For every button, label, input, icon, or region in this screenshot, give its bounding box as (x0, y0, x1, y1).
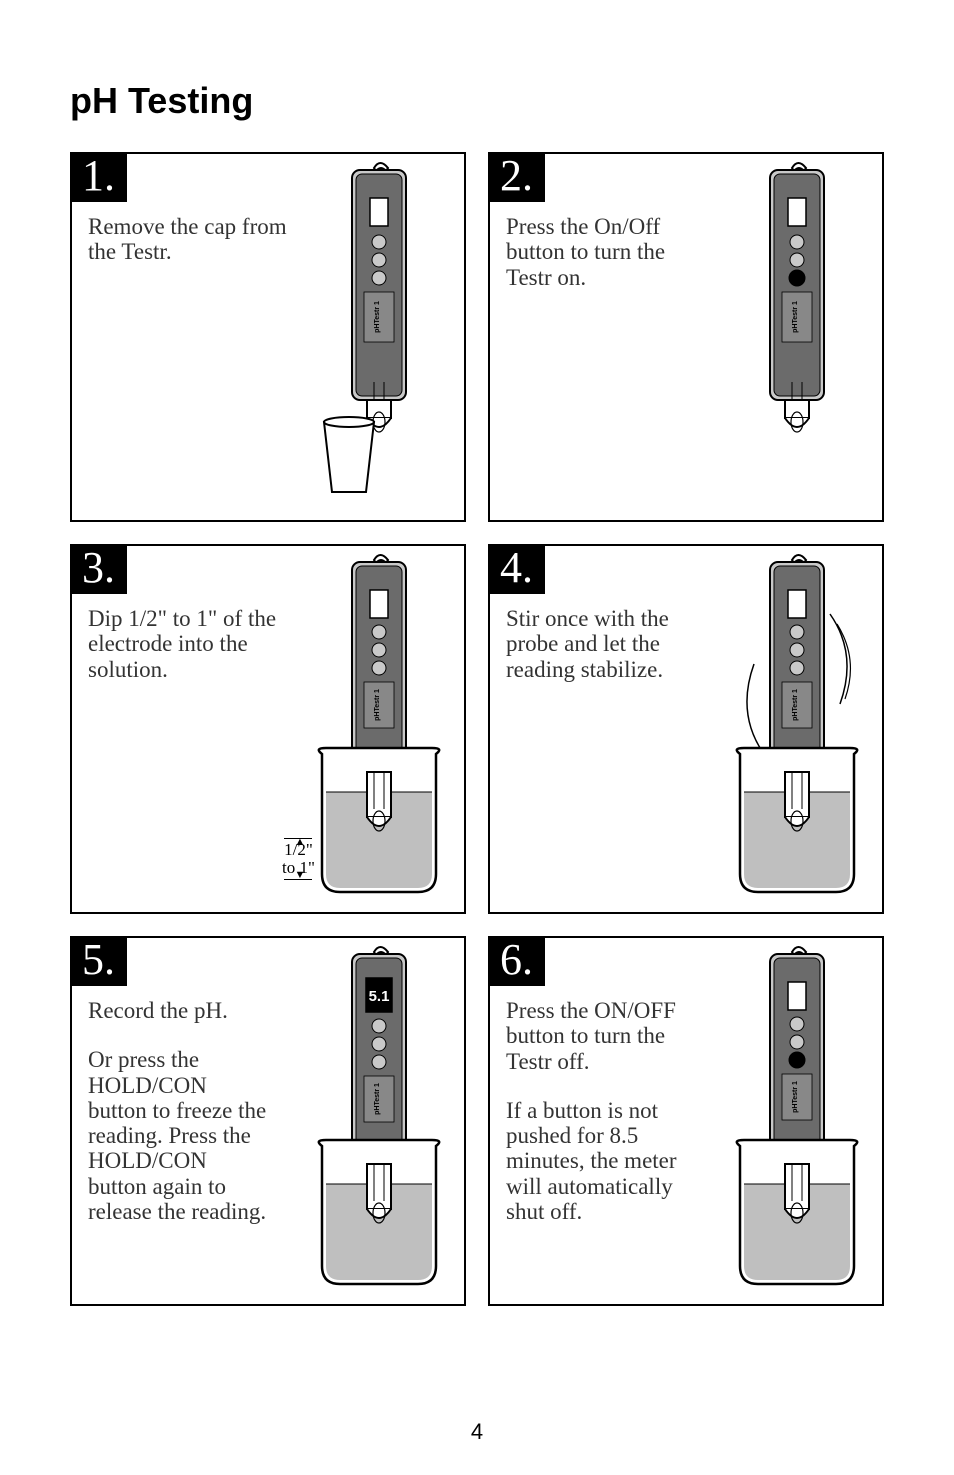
step-line: Remove the cap from the Testr. (88, 214, 293, 265)
device-illustration-off: pHTestr 1 (722, 946, 872, 1296)
step-number-badge: 5. (70, 936, 127, 986)
device-label: pHTestr 1 (374, 301, 381, 333)
step-text: Record the pH. Or press the HOLD/CON but… (88, 998, 268, 1224)
step-line: If a button is not pushed for 8.5 minute… (506, 1098, 706, 1224)
step-line: Or press the HOLD/CON button to freeze t… (88, 1047, 268, 1224)
step-number-badge: 3. (70, 544, 127, 594)
step-text: Press the On/Off button to turn the Test… (506, 214, 711, 290)
device-illustration-stir: pHTestr 1 (722, 554, 872, 904)
step-number-badge: 1. (70, 152, 127, 202)
step-number-badge: 2. (488, 152, 545, 202)
step-text: Press the ON/OFF button to turn the Test… (506, 998, 706, 1224)
page-number: 4 (0, 1419, 954, 1445)
step-panel-6: 6. Press the ON/OFF button to turn the T… (488, 936, 884, 1306)
step-line: Press the ON/OFF button to turn the Test… (506, 998, 706, 1074)
step-number-badge: 6. (488, 936, 545, 986)
step-text: Remove the cap from the Testr. (88, 214, 293, 265)
device-illustration-cap-off: pHTestr 1 (304, 162, 454, 512)
device-illustration-in-beaker: pHTestr 1 (304, 554, 454, 904)
step-number-badge: 4. (488, 544, 545, 594)
device-illustration-power-on: pHTestr 1 (722, 162, 872, 512)
step-text: Stir once with the probe and let the rea… (506, 606, 711, 682)
svg-text:pHTestr 1: pHTestr 1 (792, 1081, 799, 1113)
svg-text:pHTestr 1: pHTestr 1 (374, 689, 381, 721)
step-panel-1: 1. Remove the cap from the Testr. pHTest… (70, 152, 466, 522)
step-line: Dip 1/2" to 1" of the electrode into the… (88, 606, 298, 682)
svg-text:pHTestr 1: pHTestr 1 (374, 1083, 381, 1115)
svg-text:pHTestr 1: pHTestr 1 (792, 689, 799, 721)
steps-grid: 1. Remove the cap from the Testr. pHTest… (70, 152, 884, 1306)
step-line: Record the pH. (88, 998, 268, 1023)
device-illustration-reading: 5.1 pHTestr 1 (304, 946, 454, 1296)
step-panel-4: 4. Stir once with the probe and let the … (488, 544, 884, 914)
step-panel-5: 5. Record the pH. Or press the HOLD/CON … (70, 936, 466, 1306)
step-panel-3: 3. Dip 1/2" to 1" of the electrode into … (70, 544, 466, 914)
step-line: Stir once with the probe and let the rea… (506, 606, 711, 682)
ph-reading: 5.1 (369, 988, 390, 1005)
page-title: pH Testing (70, 80, 884, 122)
svg-text:pHTestr 1: pHTestr 1 (792, 301, 799, 333)
step-text: Dip 1/2" to 1" of the electrode into the… (88, 606, 298, 682)
step-line: Press the On/Off button to turn the Test… (506, 214, 711, 290)
step-panel-2: 2. Press the On/Off button to turn the T… (488, 152, 884, 522)
